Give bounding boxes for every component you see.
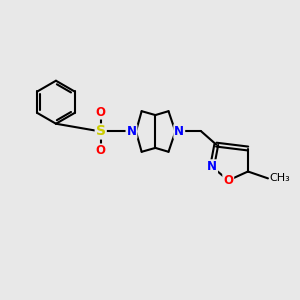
Text: N: N bbox=[127, 125, 136, 138]
Text: N: N bbox=[174, 125, 184, 138]
Text: O: O bbox=[223, 174, 233, 187]
Text: S: S bbox=[96, 124, 106, 139]
Text: N: N bbox=[207, 160, 217, 173]
Text: O: O bbox=[96, 144, 106, 158]
Text: CH₃: CH₃ bbox=[269, 173, 290, 183]
Text: O: O bbox=[96, 106, 106, 118]
